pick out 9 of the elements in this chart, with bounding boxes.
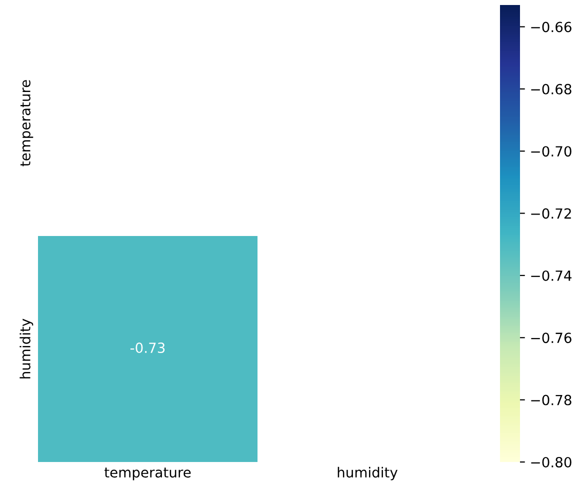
color-bar-label: −0.78	[531, 394, 572, 406]
color-bar-label: −0.66	[531, 22, 572, 32]
color-bar-label: −0.68	[531, 84, 572, 94]
color-bar-label: −0.72	[531, 208, 571, 219]
data-label: -0.73	[130, 342, 165, 354]
color-bar-label: −0.70	[531, 146, 572, 157]
color-bar-label: −0.76	[531, 332, 572, 344]
color-bar-label: −0.74	[531, 270, 572, 281]
color-bar-label: −0.80	[531, 456, 572, 468]
